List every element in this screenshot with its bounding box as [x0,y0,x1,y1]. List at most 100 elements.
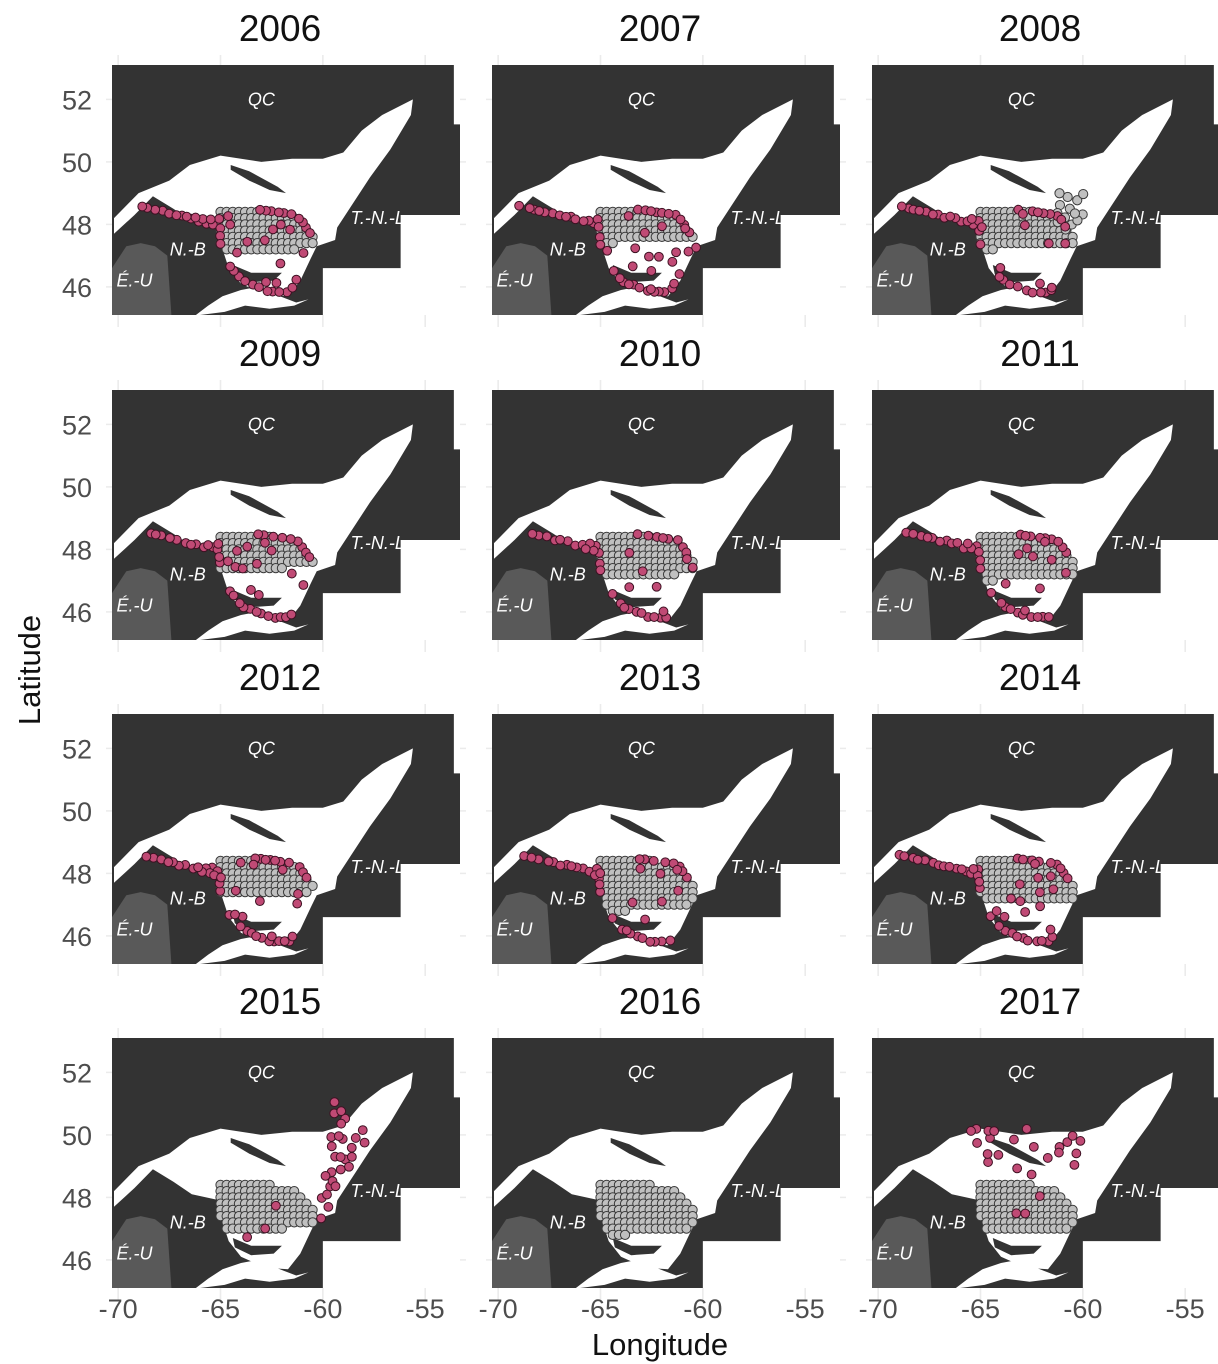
mature-point [593,221,604,232]
map-2016 [492,1038,840,1288]
immature-point [607,238,618,249]
facet-panel-2007: QC T.-N.-L. N.-B É.-U 2007 [486,8,846,327]
mature-point [346,1151,357,1162]
region-label: N.-B [170,564,206,584]
mature-point [186,539,196,550]
immature-point [681,899,692,910]
facet-panel-2010: QC T.-N.-L. N.-B É.-U 2010 [486,333,846,652]
x-tick-label: -65 [581,1294,620,1324]
region-label: N.-B [930,888,966,908]
facet-panel-2012: QC T.-N.-L. N.-B É.-U 2012 [106,657,466,976]
bay-water [575,1259,689,1288]
region-label: QC [1008,89,1036,109]
region-label: É.-U [117,1244,154,1264]
mature-point [268,531,279,542]
mature-point [359,1137,370,1148]
facet-panel-2016: QC T.-N.-L. N.-B É.-U 2016 [486,981,846,1300]
mature-point [977,222,987,233]
region-label: N.-B [550,239,586,259]
mature-point [595,239,606,250]
mature-point [621,925,632,936]
region-label: É.-U [497,1244,534,1264]
mature-point [270,855,280,866]
facet-panel-2006: QC T.-N.-L. N.-B É.-U 2006 [106,8,466,327]
mature-point [570,214,581,225]
mature-point [1013,549,1024,560]
mature-point [588,545,599,556]
mature-point [286,568,297,579]
mature-point [273,207,284,218]
mature-point [268,224,278,235]
mature-point [1060,238,1071,249]
region-label: T.-N.-L. [350,857,409,877]
region-label: QC [248,414,276,434]
us-land [492,568,552,640]
mature-point [1012,931,1022,942]
island [612,1238,662,1256]
mature-point [637,933,648,944]
region-label: QC [248,89,276,109]
mature-point [163,857,174,868]
island [610,814,666,843]
mature-point [673,885,684,896]
region-label: É.-U [877,596,914,616]
mature-point [293,889,303,899]
mature-point [333,1131,344,1142]
mature-point [660,857,671,868]
mature-point [994,921,1004,931]
mature-point [171,210,182,221]
bay-water [575,935,689,964]
mature-point [242,541,253,552]
mature-point [1035,583,1045,594]
mature-point [275,258,286,269]
mature-point [624,547,635,558]
mature-point [1017,209,1028,219]
mature-point [640,914,650,925]
mature-point [975,239,986,250]
mature-point [1034,1191,1045,1202]
ocean [1213,714,1218,774]
mature-point [1030,858,1040,869]
facet-title-2015: 2015 [239,981,321,1022]
mature-point [287,931,298,942]
us-land [492,1216,552,1288]
mature-point [1020,605,1030,616]
x-tick-label: -70 [859,1294,898,1324]
mature-point [261,277,271,287]
mature-point [524,203,535,214]
region-label: QC [1008,1062,1036,1082]
region-label: N.-B [930,564,966,584]
mature-point [534,206,545,216]
mature-point [1043,612,1054,622]
ocean [1213,1038,1218,1098]
y-tick-label: 46 [62,273,92,303]
ocean [702,593,840,640]
immature-point [301,887,312,898]
mature-point [1061,567,1071,578]
mature-point [896,201,907,212]
mature-point [263,611,274,621]
mature-point [251,606,262,617]
mature-point [228,590,239,601]
immature-point [1078,188,1089,200]
mature-point [991,906,1002,916]
ocean [453,714,460,774]
mature-point [1032,207,1043,218]
mature-point [636,608,647,618]
mature-point [1048,884,1059,895]
island [610,490,666,519]
region-label: QC [248,1062,276,1082]
mature-point [223,556,233,567]
mature-point [1012,1163,1023,1174]
y-tick-label: 50 [62,148,92,178]
mature-point [316,1213,326,1224]
mature-point [284,857,294,868]
mature-point [1009,1134,1019,1145]
mature-point [999,911,1010,922]
mature-point [982,1149,993,1159]
ocean [1082,593,1218,640]
mature-point [623,211,634,221]
mature-point [935,536,945,547]
mature-point [643,530,654,541]
bay-water [955,611,1069,640]
